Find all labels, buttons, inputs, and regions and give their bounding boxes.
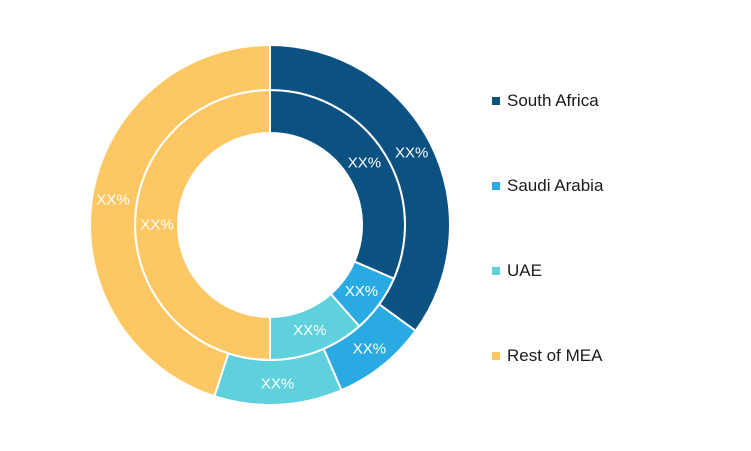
slice-label-outer-south-africa: XX% xyxy=(395,144,428,161)
legend-swatch-uae xyxy=(492,267,500,275)
legend-item-rest-of-mea: Rest of MEA xyxy=(492,343,602,369)
legend-item-saudi-arabia: Saudi Arabia xyxy=(492,173,603,199)
legend-swatch-rest-of-mea xyxy=(492,352,500,360)
legend-label-south-africa: South Africa xyxy=(507,91,599,110)
legend-label-saudi-arabia: Saudi Arabia xyxy=(507,176,604,195)
slice-outer-south-africa xyxy=(269,43,451,333)
legend-label-uae: UAE xyxy=(507,261,542,280)
slice-label-inner-rest-of-mea: XX% xyxy=(140,217,173,234)
slice-label-outer-saudi-arabia: XX% xyxy=(353,341,386,358)
legend-item-south-africa: South Africa xyxy=(492,88,599,114)
legend-item-uae: UAE xyxy=(492,258,542,284)
slice-label-outer-uae: XX% xyxy=(261,375,294,392)
chart-slices xyxy=(89,43,451,406)
legend-label-rest-of-mea: Rest of MEA xyxy=(507,346,603,365)
slice-outer-rest-of-mea xyxy=(89,43,271,398)
legend-swatch-south-africa xyxy=(492,97,500,105)
slice-label-inner-saudi-arabia: XX% xyxy=(345,283,378,300)
slice-label-inner-uae: XX% xyxy=(293,322,326,339)
chart-slice-labels: XX% XX% XX% XX% XX% XX% XX% XX% xyxy=(96,144,428,392)
slice-label-inner-south-africa: XX% xyxy=(348,155,381,172)
legend-swatch-saudi-arabia xyxy=(492,182,500,190)
slice-label-outer-rest-of-mea: XX% xyxy=(96,192,129,209)
